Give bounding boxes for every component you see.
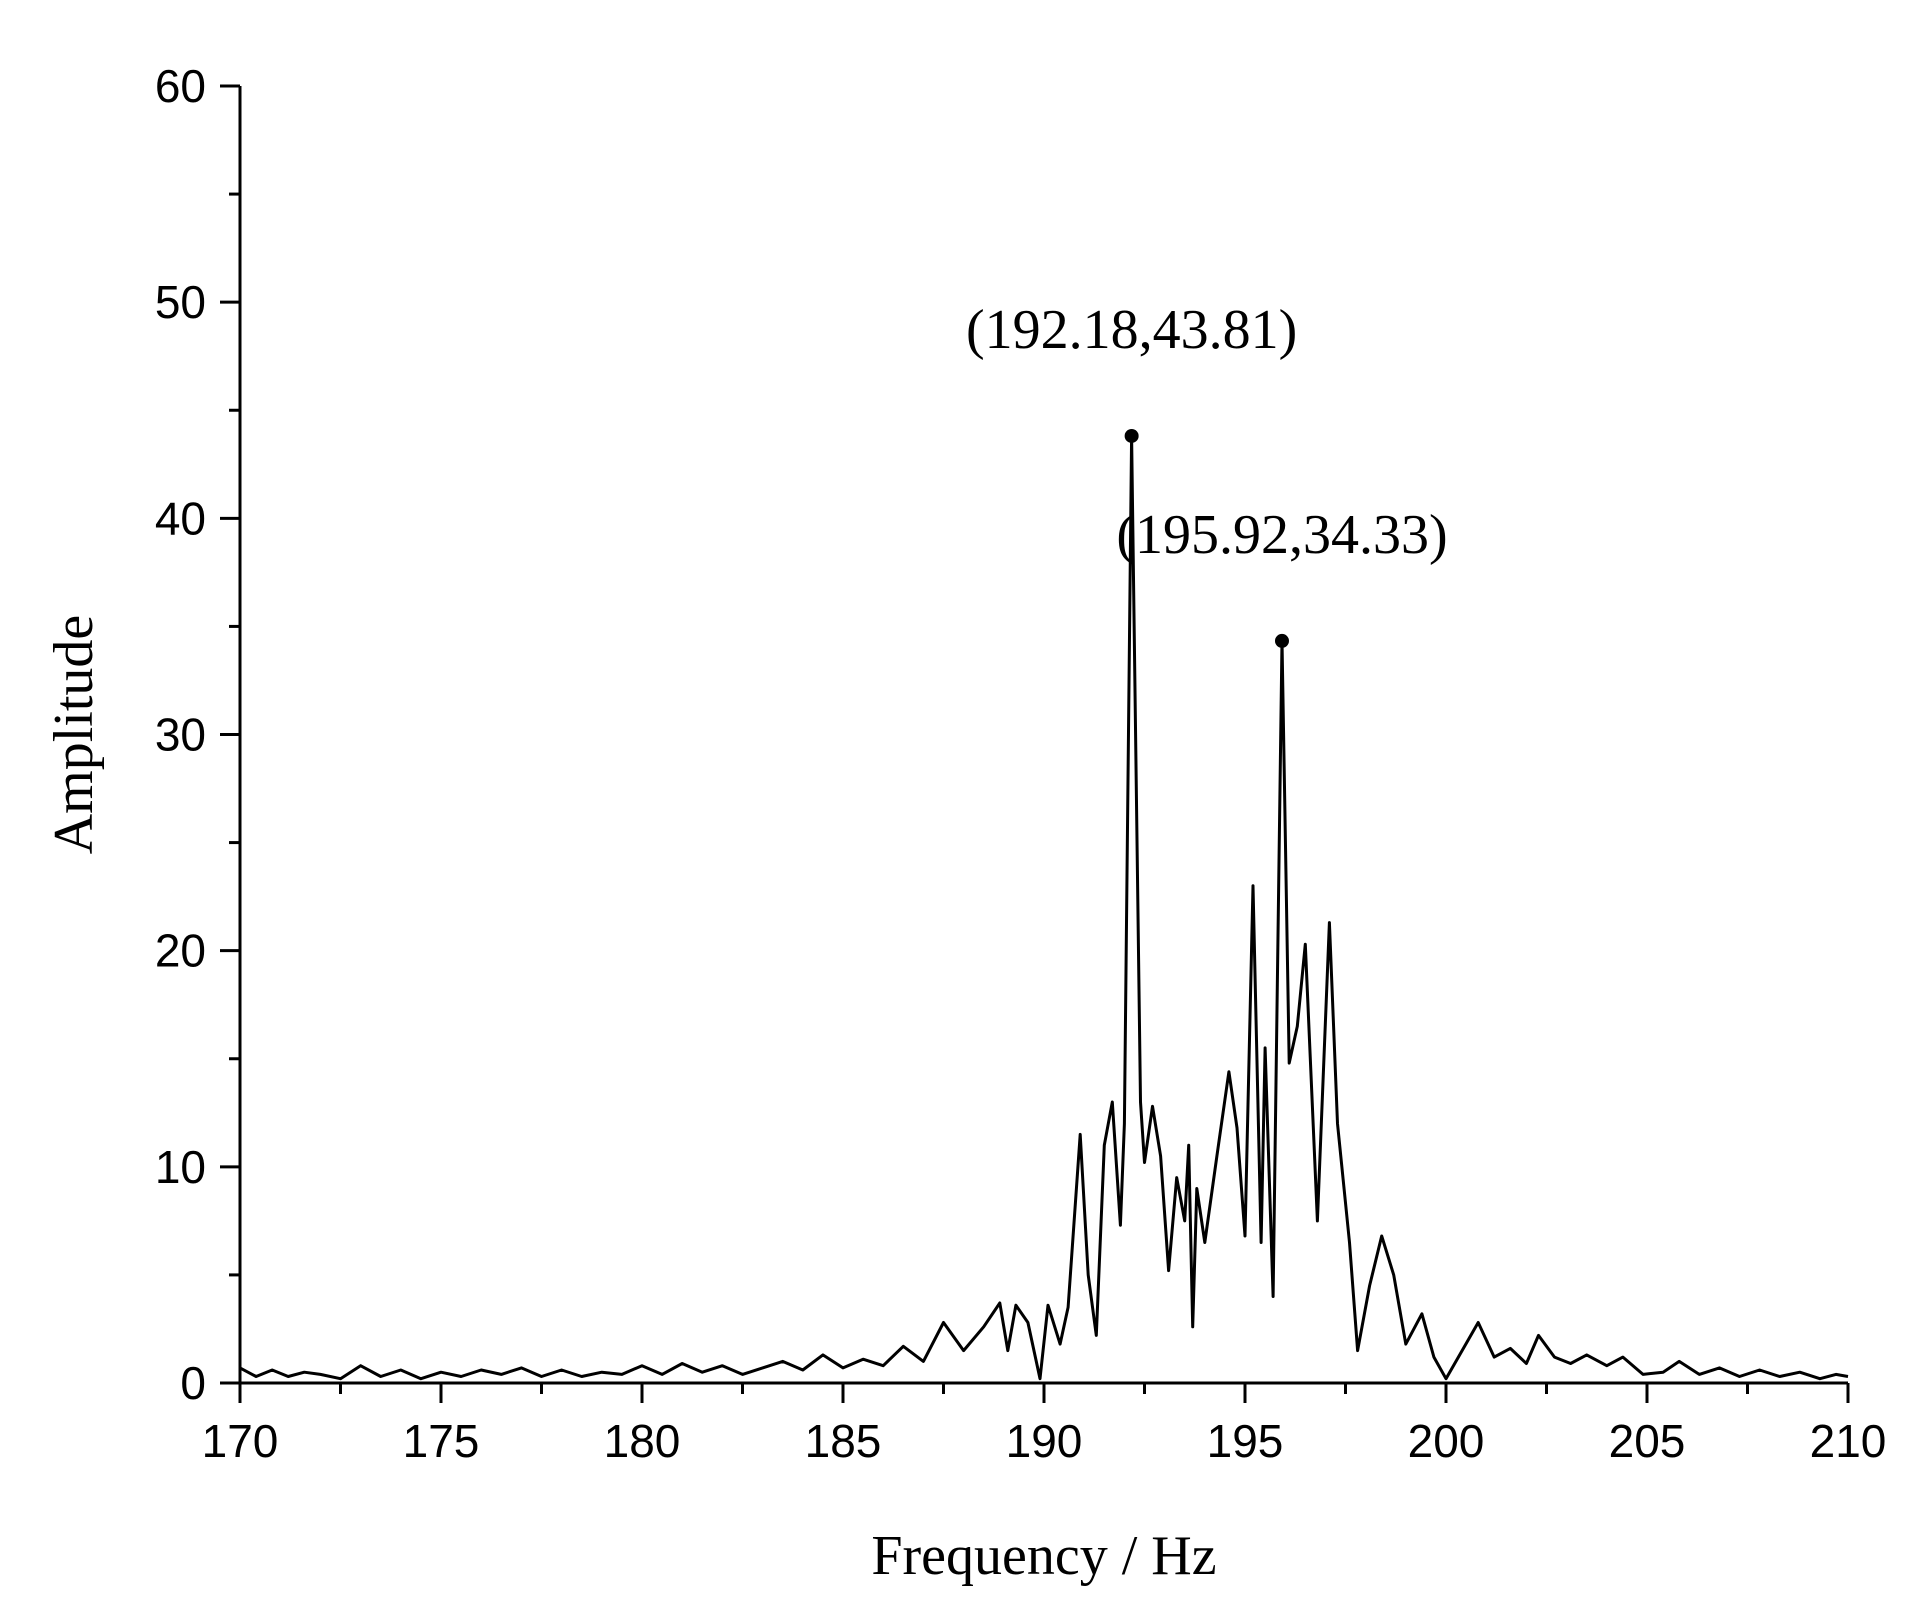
x-tick-label: 200: [1408, 1415, 1485, 1467]
peak-marker: [1274, 633, 1289, 648]
peak-annotation: (192.18,43.81): [966, 299, 1297, 361]
spectrum-line: [239, 434, 1849, 1381]
x-tick-label: 185: [805, 1415, 882, 1467]
peak-markers: [1124, 428, 1289, 648]
x-axis-label: Frequency / Hz: [871, 1525, 1216, 1587]
x-tick-label: 205: [1609, 1415, 1686, 1467]
y-tick-label: 50: [155, 276, 206, 328]
x-tick-label: 170: [202, 1415, 279, 1467]
tick-labels: 170 175 180 185 190 195 200 205 210 0 10 20 30 40 50 60: [155, 60, 1887, 1467]
y-tick-label: 20: [155, 925, 206, 977]
ticks: [220, 84, 1850, 1403]
peak-marker: [1124, 428, 1139, 443]
x-tick-label: 210: [1810, 1415, 1887, 1467]
x-tick-label: 175: [403, 1415, 480, 1467]
peak-annotations: (192.18,43.81) (195.92,34.33): [966, 299, 1448, 566]
y-tick-label: 40: [155, 492, 206, 544]
y-tick-label: 0: [180, 1357, 206, 1409]
y-tick-label: 30: [155, 709, 206, 761]
y-tick-label: 10: [155, 1141, 206, 1193]
x-tick-label: 195: [1207, 1415, 1284, 1467]
axes: [238, 86, 1848, 1385]
x-tick-label: 190: [1006, 1415, 1083, 1467]
x-tick-label: 180: [604, 1415, 681, 1467]
y-tick-label: 60: [155, 60, 206, 112]
peak-annotation: (195.92,34.33): [1116, 504, 1447, 566]
y-axis-label: Amplitude: [43, 615, 105, 855]
